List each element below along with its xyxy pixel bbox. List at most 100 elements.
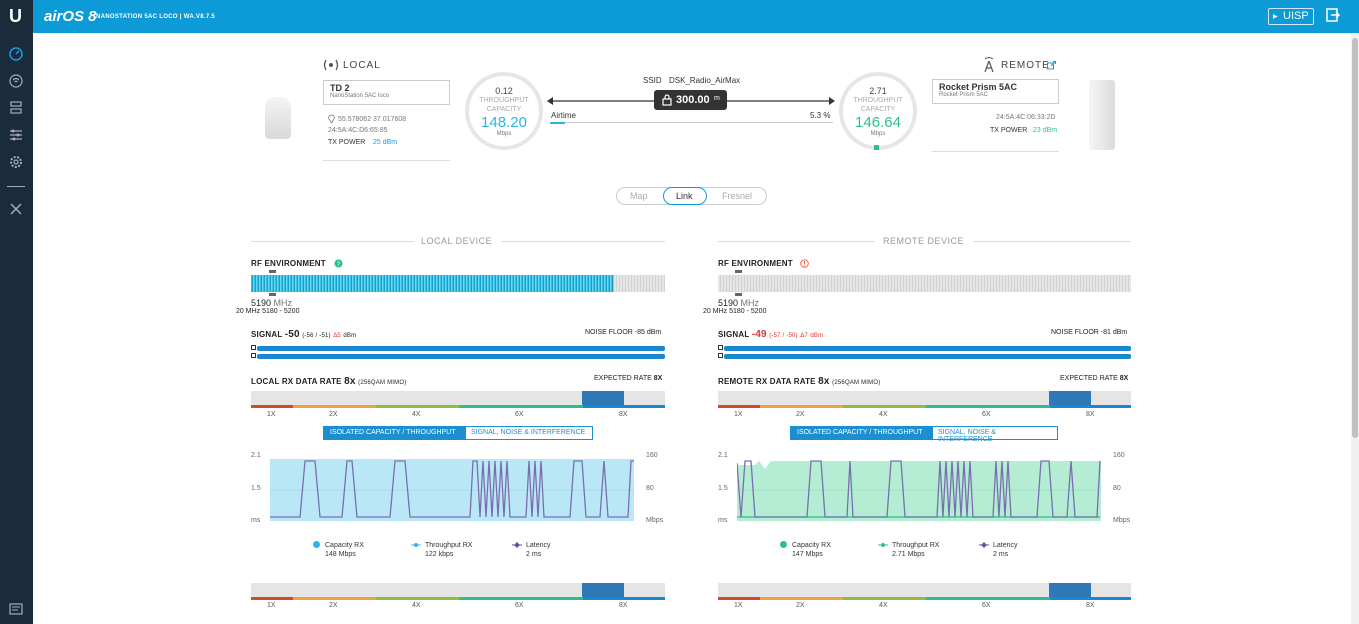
remote-legend-latency: Latency 2 ms	[993, 541, 1018, 559]
remote-device-card[interactable]: Rocket Prism 5AC Rocket Prism 5AC	[932, 79, 1059, 104]
local-channel: 20 MHz 5180 - 5200	[236, 308, 299, 315]
tab-link-label: Link	[676, 191, 693, 201]
local-axis-right-top: 160	[646, 452, 658, 459]
network-icon[interactable]	[8, 100, 24, 116]
local-gauge-unit: Mbps	[496, 131, 512, 137]
remote-signal-detail: (-57 / -50)	[769, 333, 798, 339]
ok-icon[interactable]: ?	[334, 259, 343, 268]
local-axis-left-top: 2.1	[251, 452, 261, 459]
remote-gauge-caption: THROUGHPUT CAPACITY	[853, 97, 903, 113]
tab-fresnel[interactable]: Fresnel	[722, 191, 753, 201]
remote-tick-6x: 6X	[982, 411, 991, 418]
remote-freq: 5190 MHz	[718, 298, 759, 308]
local-noise-label: NOISE FLOOR	[585, 329, 633, 336]
tab-link[interactable]: Link	[663, 187, 707, 205]
local-signal-delta: Δ5	[333, 333, 341, 339]
remote-signal-bar-0	[724, 346, 1131, 351]
remote-chain-1-icon	[718, 353, 723, 358]
remote-tx-power: 23 dBm	[1033, 127, 1058, 134]
remote-noise: NOISE FLOOR -81 dBm	[1051, 329, 1127, 336]
remote-legend-throughput-name: Throughput RX	[892, 542, 940, 549]
remote-channel-range: 5180 - 5200	[729, 308, 767, 315]
distance-value: 300.00	[676, 94, 710, 106]
local-signal-value: -50	[284, 329, 300, 340]
local-chart-tabs: ISOLATED CAPACITY / THROUGHPUT SIGNAL, N…	[323, 426, 593, 440]
local-signal: SIGNAL -50 (-56 / -51) Δ5 dBm	[251, 329, 356, 340]
remote-gauge-capacity: 146.64	[855, 114, 901, 131]
local-tick2-1x: 1X	[267, 602, 276, 609]
remote-signal-bar-1	[724, 354, 1131, 359]
remote-legend-capacity-value: 147 Mbps	[792, 551, 823, 558]
local-legend-throughput-icon	[411, 543, 421, 547]
remote-tab-capacity[interactable]: ISOLATED CAPACITY / THROUGHPUT	[791, 427, 933, 439]
ssid-label: SSID	[643, 76, 662, 85]
local-tab-capacity[interactable]: ISOLATED CAPACITY / THROUGHPUT	[324, 427, 466, 439]
play-icon: ▶	[1273, 14, 1278, 20]
log-icon[interactable]	[8, 601, 24, 617]
scrollbar-thumb[interactable]	[1352, 38, 1358, 438]
remote-signal-value: -49	[751, 329, 767, 340]
remote-channel-width-unit: MHz	[712, 308, 728, 315]
local-rf-fill	[251, 275, 614, 292]
local-noise-value: -85 dBm	[634, 329, 662, 336]
local-axis-right-unit: Mbps	[646, 517, 664, 524]
uisp-button[interactable]: ▶ UISP	[1268, 8, 1314, 25]
dashboard-icon[interactable]	[8, 46, 24, 62]
external-link-icon[interactable]	[1047, 61, 1056, 70]
tools-icon[interactable]	[8, 201, 24, 217]
remote-tick-8x: 8X	[1086, 411, 1095, 418]
local-throughput-gauge: 0.12 THROUGHPUT CAPACITY 148.20 Mbps	[465, 72, 543, 150]
local-axis-right-mid: 80	[646, 485, 654, 492]
local-tick-8x: 8X	[619, 411, 628, 418]
remote-signal-label: SIGNAL	[718, 330, 750, 339]
remote-tab-signal[interactable]: SIGNAL, NOISE & INTERFERENCE	[938, 429, 996, 443]
logout-icon[interactable]	[1326, 8, 1340, 22]
remote-axis-left-mid: 1.5	[718, 485, 728, 492]
local-legend-latency-icon	[512, 542, 522, 548]
local-tab-signal[interactable]: SIGNAL, NOISE & INTERFERENCE	[471, 429, 586, 436]
local-coords: 55.578062 37.017608	[338, 116, 407, 123]
services-icon[interactable]	[8, 127, 24, 143]
remote-legend-latency-icon	[979, 542, 989, 548]
remote-legend-throughput-value: 2.71 Mbps	[892, 551, 925, 558]
local-legend-latency: Latency 2 ms	[526, 541, 551, 559]
remote-gauge-throughput: 2.71	[869, 86, 887, 96]
local-rx-rate: LOCAL RX DATA RATE 8x (256QAM MIMO)	[251, 376, 406, 387]
page-scrollbar[interactable]	[1351, 33, 1359, 624]
local-device-card[interactable]: TD 2 NanoStation 5AC loco	[323, 80, 450, 105]
local-tick2-6x: 6X	[515, 602, 524, 609]
remote-rx-rate: REMOTE RX DATA RATE 8x (256QAM MIMO)	[718, 376, 880, 387]
ubiquiti-logo[interactable]: U	[0, 0, 33, 33]
local-channel-width: 20	[236, 308, 244, 315]
tab-map[interactable]: Map	[630, 191, 648, 201]
local-rf-spectrum	[251, 275, 665, 292]
remote-rf-spectrum	[718, 275, 1131, 292]
remote-expected: EXPECTED RATE 8X	[1060, 375, 1128, 382]
local-axis-left-unit: ms	[251, 517, 261, 524]
airtime-track	[550, 122, 833, 123]
local-legend-capacity-value: 148 Mbps	[325, 551, 356, 558]
local-legend-throughput-name: Throughput RX	[425, 542, 473, 549]
remote-tower-icon	[984, 57, 994, 73]
local-signal-bar-0	[257, 346, 665, 351]
remote-card-divider	[932, 151, 1059, 152]
local-freq-unit: MHz	[273, 298, 293, 308]
local-legend-throughput: Throughput RX 122 kbps	[425, 541, 472, 559]
remote-tx-power-label: TX POWER	[990, 127, 1028, 134]
local-antenna-icon	[323, 59, 339, 71]
warning-icon[interactable]	[800, 259, 809, 268]
local-gauge-throughput: 0.12	[495, 86, 513, 96]
local-legend-capacity-name: Capacity RX	[325, 542, 364, 549]
system-icon[interactable]	[8, 154, 24, 170]
local-throughput-chart	[270, 459, 634, 521]
distance-unit: m	[714, 95, 720, 102]
local-axis-left-mid: 1.5	[251, 485, 261, 492]
distance-badge: 300.00 m	[654, 90, 727, 110]
local-gauge-capacity: 148.20	[481, 114, 527, 131]
remote-rx-value: 8x	[818, 376, 830, 387]
remote-legend-latency-name: Latency	[993, 542, 1018, 549]
local-noise: NOISE FLOOR -85 dBm	[585, 329, 661, 336]
local-rx-label: LOCAL RX DATA RATE	[251, 377, 342, 386]
wireless-icon[interactable]	[8, 73, 24, 89]
remote-channel-width: 20	[703, 308, 711, 315]
